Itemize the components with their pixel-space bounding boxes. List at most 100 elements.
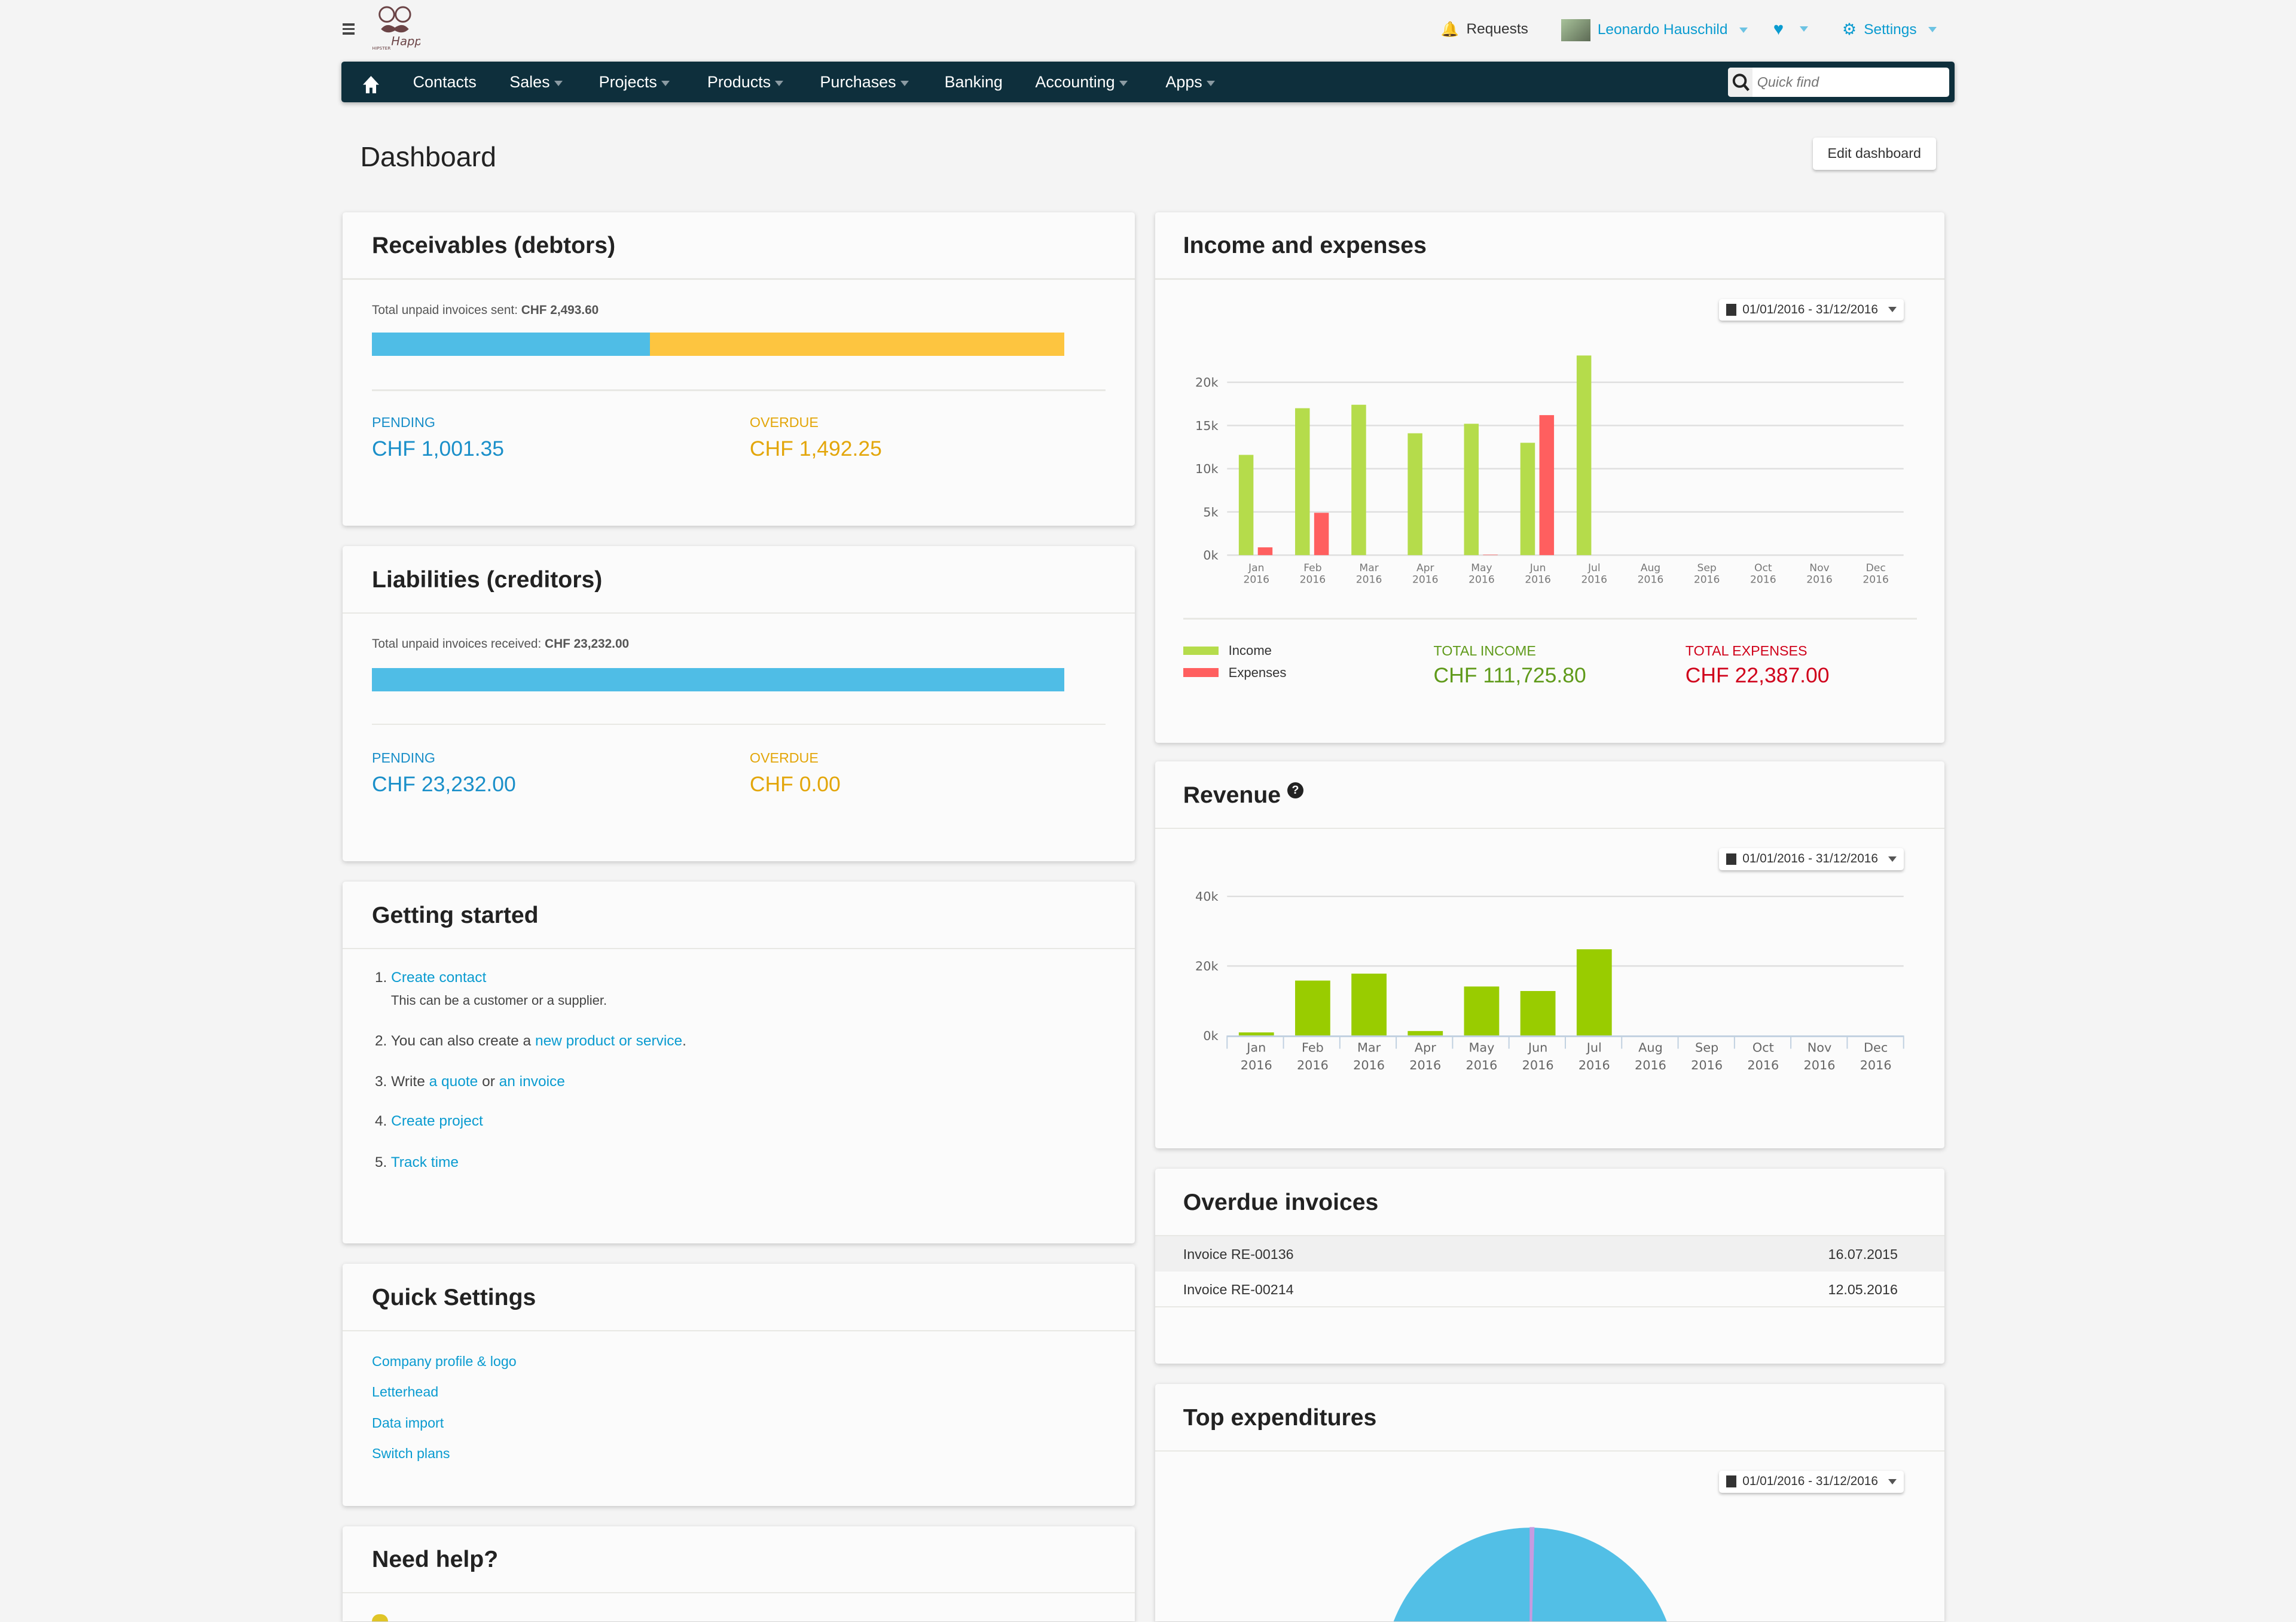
step-5: 5. Track time (374, 1154, 459, 1170)
legend-income[interactable]: Income (1183, 643, 1272, 658)
main-navbar: Contacts Sales Projects Products Purchas… (341, 61, 1955, 103)
chevron-down-icon (1888, 856, 1897, 862)
chevron-down-icon (1119, 80, 1128, 86)
track-time-link[interactable]: Track time (390, 1154, 459, 1170)
card-title: Income and expenses (1183, 233, 1427, 259)
hamburger-menu-icon[interactable] (343, 23, 355, 35)
card-title: Need help? (372, 1547, 499, 1573)
nav-banking[interactable]: Banking (944, 73, 1003, 92)
receivables-progress-bar (372, 332, 1065, 356)
new-product-link[interactable]: new product or service (535, 1032, 683, 1049)
create-project-link[interactable]: Create project (391, 1113, 483, 1130)
total-unpaid-received: Total unpaid invoices received: CHF 23,2… (372, 637, 630, 651)
pending-bar-segment (372, 667, 1065, 691)
chevron-down-icon (554, 80, 563, 86)
chevron-down-icon (661, 80, 670, 86)
user-menu[interactable]: Leonardo Hauschild (1561, 19, 1748, 41)
calendar-icon (1726, 1475, 1737, 1487)
search-icon (1727, 67, 1753, 97)
nav-sales[interactable]: Sales (509, 73, 563, 92)
chevron-down-icon (1800, 26, 1809, 32)
card-title: Revenue ? (1183, 782, 1303, 809)
need-help-card: Need help? (343, 1526, 1135, 1622)
card-title: Top expenditures (1183, 1404, 1377, 1431)
receivables-card: Receivables (debtors) Total unpaid invoi… (343, 212, 1135, 526)
step-2: 2. You can also create a new product or … (374, 1032, 686, 1049)
total-income-value: CHF 111,725.80 (1433, 663, 1586, 688)
invoice-link[interactable]: an invoice (499, 1074, 565, 1090)
pending-amount[interactable]: CHF 23,232.00 (372, 772, 516, 796)
revenue-card: Revenue ? 01/01/2016 - 31/12/2016 (1155, 761, 1945, 1148)
table-row[interactable]: Invoice RE-00136 16.07.2015 (1155, 1236, 1945, 1272)
switch-plans-link[interactable]: Switch plans (372, 1446, 450, 1462)
legend-swatch (1183, 646, 1219, 655)
quote-link[interactable]: a quote (429, 1074, 478, 1090)
bell-icon: 🔔 (1440, 22, 1460, 38)
heart-icon: ♥ (1773, 19, 1784, 39)
total-income-label: TOTAL INCOME (1433, 643, 1536, 659)
total-unpaid-sent: Total unpaid invoices sent: CHF 2,493.60 (372, 303, 599, 317)
overdue-amount[interactable]: CHF 1,492.25 (749, 436, 882, 461)
company-logo[interactable]: Happy HIPSTER (371, 4, 429, 54)
lightbulb-icon (372, 1614, 388, 1622)
chevron-down-icon (1888, 307, 1897, 312)
chevron-down-icon (900, 80, 909, 86)
requests-link[interactable]: 🔔 Requests (1441, 20, 1528, 38)
company-profile-link[interactable]: Company profile & logo (372, 1353, 517, 1369)
user-name: Leonardo Hauschild (1597, 22, 1728, 38)
data-import-link[interactable]: Data import (372, 1414, 444, 1431)
favorites-menu[interactable]: ♥ (1773, 19, 1809, 39)
legend-swatch (1183, 668, 1219, 678)
nav-purchases[interactable]: Purchases (820, 73, 909, 92)
overdue-invoices-card: Overdue invoices Invoice RE-00136 16.07.2… (1155, 1169, 1945, 1364)
legend-expenses[interactable]: Expenses (1183, 665, 1286, 681)
pending-amount[interactable]: CHF 1,001.35 (372, 436, 505, 461)
table-row[interactable]: Invoice RE-00214 12.05.2016 (1155, 1272, 1945, 1308)
date-range-picker[interactable]: 01/01/2016 - 31/12/2016 (1719, 847, 1904, 870)
svg-text:Happy: Happy (391, 35, 420, 48)
step-1: 1. Create contact (374, 969, 487, 986)
nav-accounting[interactable]: Accounting (1035, 73, 1128, 92)
svg-text:HIPSTER: HIPSTER (372, 45, 390, 51)
step-4: 4. Create project (374, 1113, 483, 1130)
calendar-icon (1726, 853, 1737, 865)
card-title: Quick Settings (372, 1284, 536, 1310)
overdue-amount[interactable]: CHF 0.00 (749, 772, 841, 796)
nav-apps[interactable]: Apps (1165, 73, 1216, 92)
gear-icon: ⚙ (1842, 20, 1857, 39)
chevron-down-icon (1739, 27, 1748, 33)
date-range-picker[interactable]: 01/01/2016 - 31/12/2016 (1719, 1470, 1904, 1493)
home-icon[interactable] (363, 73, 380, 99)
calendar-icon (1726, 304, 1737, 316)
getting-started-card: Getting started 1. Create contact This c… (343, 882, 1135, 1244)
edit-dashboard-button[interactable]: Edit dashboard (1812, 138, 1936, 170)
quick-find-input[interactable] (1757, 67, 1940, 97)
total-expenses-label: TOTAL EXPENSES (1685, 643, 1808, 659)
quick-find[interactable] (1727, 67, 1949, 97)
overdue-label: OVERDUE (749, 749, 819, 766)
create-contact-link[interactable]: Create contact (391, 969, 487, 986)
nav-contacts[interactable]: Contacts (413, 73, 477, 92)
step-3: 3. Write a quote or an invoice (374, 1074, 565, 1090)
liabilities-progress-bar (372, 667, 1065, 691)
pending-label: PENDING (372, 749, 435, 766)
page-title: Dashboard (360, 141, 497, 173)
quick-settings-card: Quick Settings Company profile & logo Le… (343, 1264, 1135, 1506)
chevron-down-icon (1928, 27, 1937, 32)
nav-products[interactable]: Products (707, 73, 784, 92)
total-expenses-value: CHF 22,387.00 (1685, 663, 1830, 688)
requests-label: Requests (1466, 21, 1528, 38)
chevron-down-icon (1207, 80, 1216, 86)
settings-label: Settings (1864, 21, 1917, 38)
date-range-picker[interactable]: 01/01/2016 - 31/12/2016 (1719, 298, 1904, 321)
help-icon[interactable]: ? (1287, 782, 1303, 798)
nav-projects[interactable]: Projects (599, 73, 670, 92)
liabilities-card: Liabilities (creditors) Total unpaid inv… (343, 546, 1135, 861)
card-title: Liabilities (creditors) (372, 566, 603, 593)
letterhead-link[interactable]: Letterhead (372, 1384, 439, 1400)
top-expenditures-card: Top expenditures 01/01/2016 - 31/12/2016 (1155, 1384, 1945, 1622)
settings-menu[interactable]: ⚙ Settings (1842, 20, 1937, 39)
chevron-down-icon (775, 80, 784, 86)
step-1-note: This can be a customer or a supplier. (390, 993, 607, 1008)
